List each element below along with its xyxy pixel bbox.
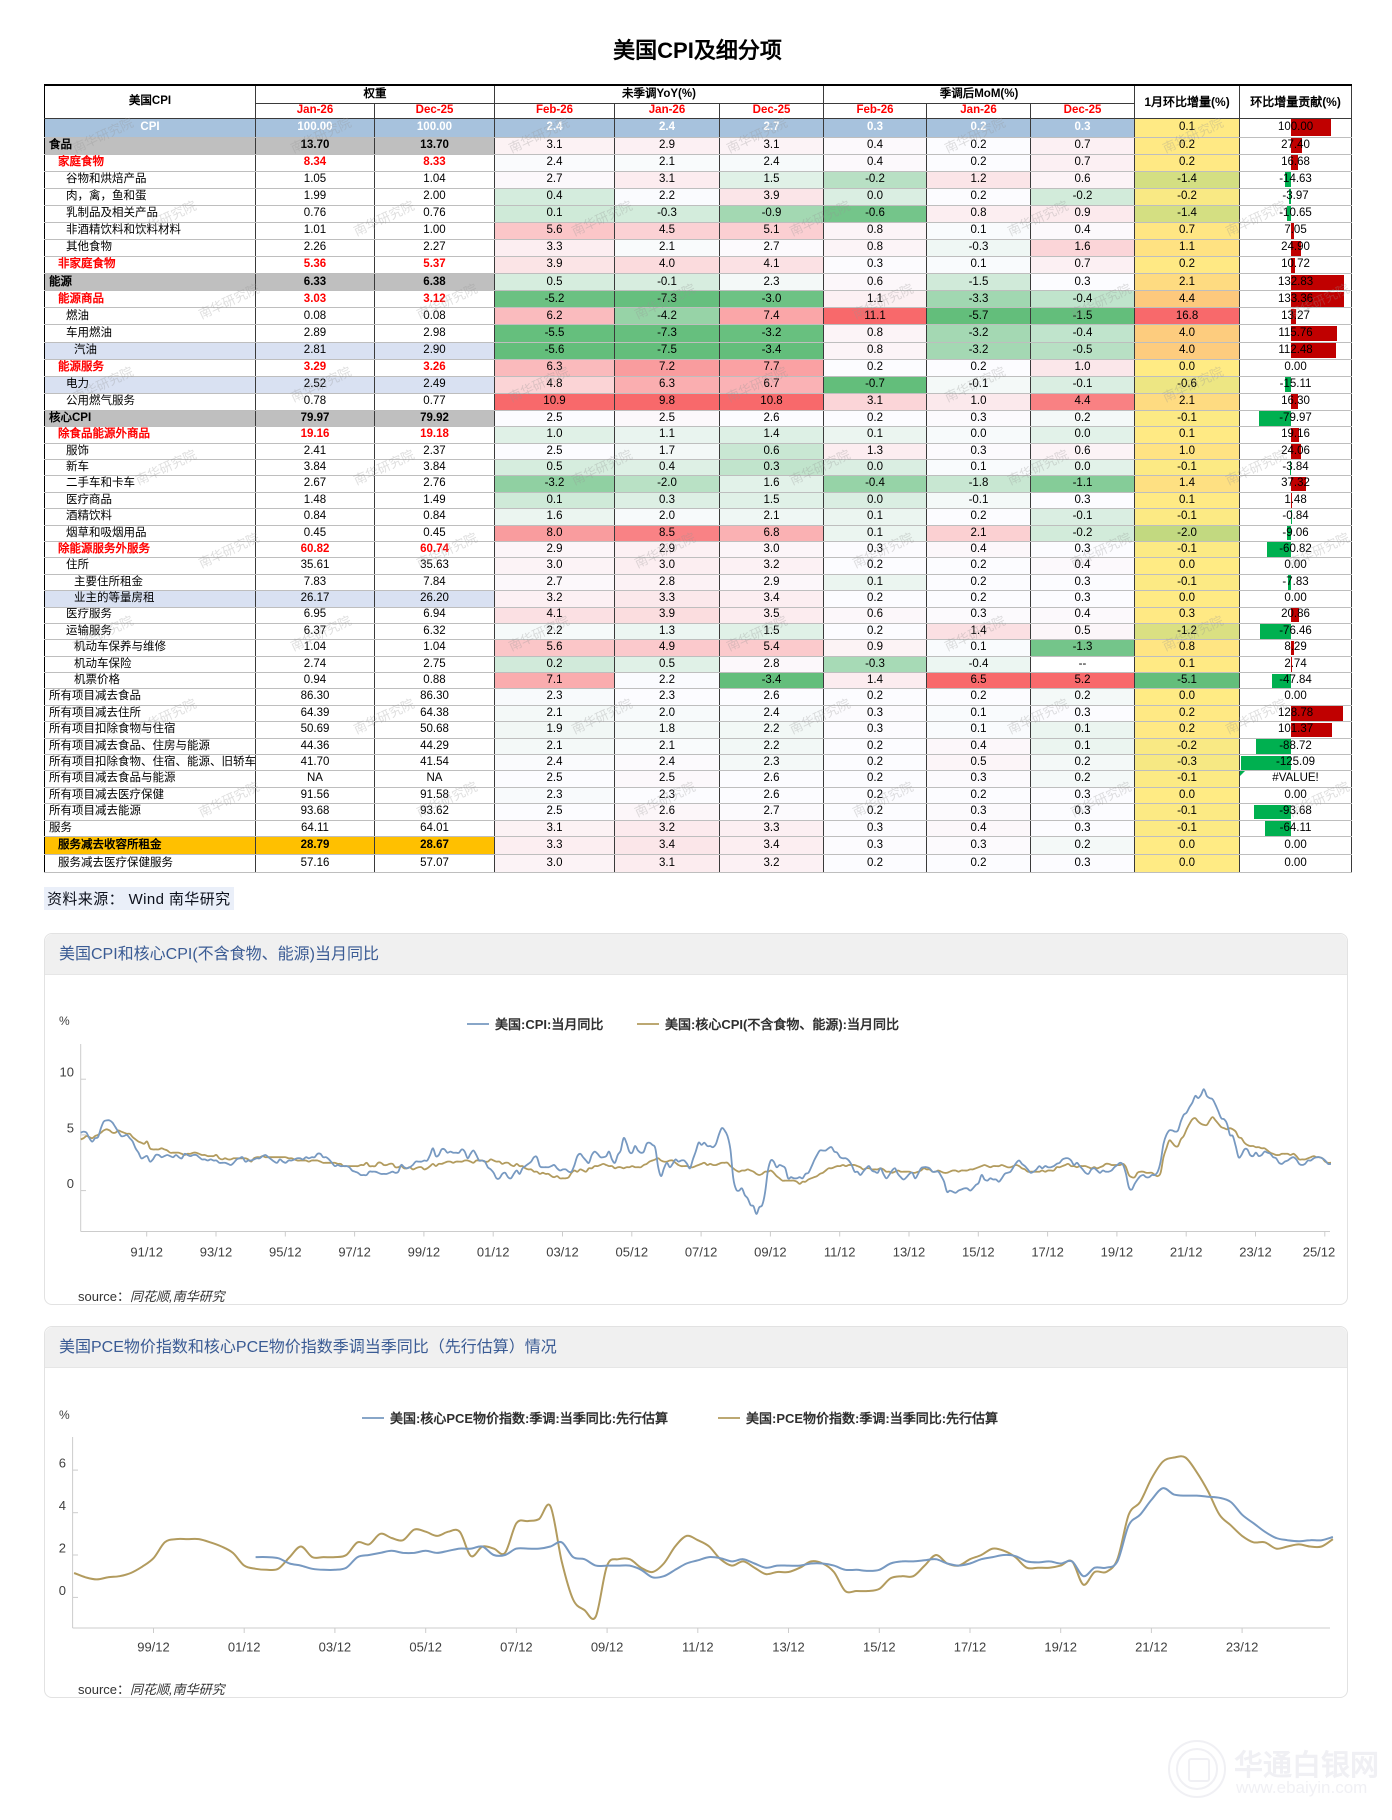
- svg-text:03/12: 03/12: [319, 1640, 352, 1655]
- svg-text:美国:核心PCE物价指数:季调:当季同比:先行估算: 美国:核心PCE物价指数:季调:当季同比:先行估算: [390, 1411, 668, 1426]
- svg-text:93/12: 93/12: [200, 1245, 233, 1260]
- svg-text:%: %: [59, 1408, 70, 1422]
- svg-text:21/12: 21/12: [1170, 1245, 1203, 1260]
- svg-text:07/12: 07/12: [500, 1640, 533, 1655]
- svg-text:10: 10: [60, 1065, 74, 1080]
- svg-text:2: 2: [59, 1541, 66, 1556]
- svg-text:15/12: 15/12: [863, 1640, 896, 1655]
- svg-text:15/12: 15/12: [962, 1245, 995, 1260]
- svg-text:01/12: 01/12: [477, 1245, 510, 1260]
- svg-text:07/12: 07/12: [685, 1245, 718, 1260]
- svg-text:25/12: 25/12: [1303, 1245, 1336, 1260]
- svg-text:19/12: 19/12: [1101, 1245, 1134, 1260]
- svg-text:美国:CPI:当月同比: 美国:CPI:当月同比: [495, 1017, 603, 1032]
- svg-text:99/12: 99/12: [408, 1245, 441, 1260]
- svg-text:5: 5: [67, 1120, 74, 1135]
- svg-text:11/12: 11/12: [682, 1640, 714, 1655]
- svg-text:%: %: [59, 1014, 70, 1028]
- svg-text:13/12: 13/12: [772, 1640, 805, 1655]
- svg-text:05/12: 05/12: [409, 1640, 442, 1655]
- svg-text:97/12: 97/12: [338, 1245, 371, 1260]
- svg-text:0: 0: [59, 1583, 66, 1598]
- svg-text:95/12: 95/12: [269, 1245, 302, 1260]
- svg-text:05/12: 05/12: [616, 1245, 649, 1260]
- svg-text:09/12: 09/12: [591, 1640, 624, 1655]
- svg-text:17/12: 17/12: [954, 1640, 987, 1655]
- svg-text:03/12: 03/12: [546, 1245, 579, 1260]
- svg-text:23/12: 23/12: [1226, 1640, 1259, 1655]
- svg-text:23/12: 23/12: [1239, 1245, 1272, 1260]
- svg-text:13/12: 13/12: [893, 1245, 926, 1260]
- svg-text:4: 4: [59, 1498, 66, 1513]
- svg-text:09/12: 09/12: [754, 1245, 787, 1260]
- svg-text:0: 0: [67, 1176, 74, 1191]
- svg-text:19/12: 19/12: [1044, 1640, 1077, 1655]
- svg-text:6: 6: [59, 1456, 66, 1471]
- svg-text:91/12: 91/12: [130, 1245, 163, 1260]
- svg-text:美国:核心CPI(不含食物、能源):当月同比: 美国:核心CPI(不含食物、能源):当月同比: [665, 1017, 899, 1032]
- svg-text:99/12: 99/12: [137, 1640, 170, 1655]
- svg-text:11/12: 11/12: [824, 1245, 856, 1260]
- svg-text:美国:PCE物价指数:季调:当季同比:先行估算: 美国:PCE物价指数:季调:当季同比:先行估算: [746, 1411, 998, 1426]
- svg-text:17/12: 17/12: [1031, 1245, 1064, 1260]
- svg-text:21/12: 21/12: [1135, 1640, 1168, 1655]
- svg-text:01/12: 01/12: [228, 1640, 261, 1655]
